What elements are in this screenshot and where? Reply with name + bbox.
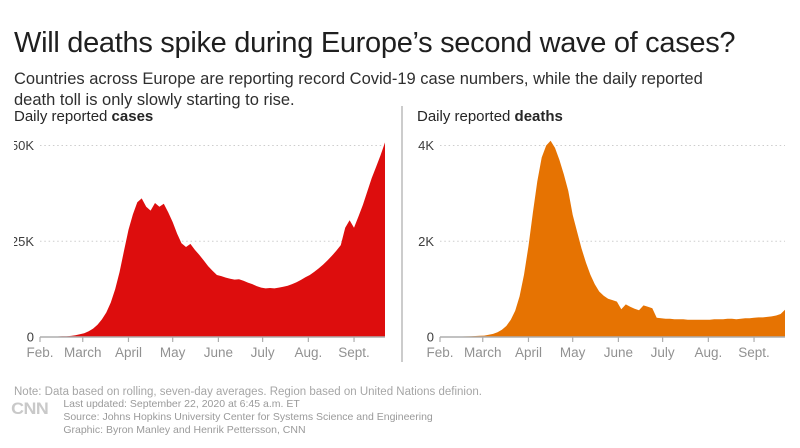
x-tick-label-March: March [64, 345, 102, 360]
page-subtitle: Countries across Europe are reporting re… [14, 69, 703, 109]
y-tick-label-25K: 25K [14, 234, 34, 249]
deaths-chart-title-bold: deaths [514, 108, 563, 125]
x-tick-label-July: July [651, 345, 675, 360]
x-tick-label-Feb.: Feb. [26, 345, 53, 360]
y-tick-label-4K: 4K [418, 138, 434, 153]
x-tick-label-March: March [464, 345, 502, 360]
deaths-area-chart: Feb. March April May June July Aug. Sept. 4K 2K 0 [418, 138, 785, 360]
y-tick-label-50K: 50K [14, 138, 34, 153]
panel-divider [401, 106, 403, 362]
graphic-credit-line: Graphic: Byron Manley and Henrik Petters… [63, 424, 306, 436]
x-tick-label-June: June [204, 345, 233, 360]
x-tick-label-May: May [160, 345, 186, 360]
y-tick-label-2K: 2K [418, 234, 434, 249]
x-tick-label-June: June [604, 345, 633, 360]
cases-chart-title-bold: cases [111, 108, 154, 125]
cases-chart-title-regular: Daily reported [14, 108, 112, 125]
cases-area-series [40, 142, 385, 337]
source-line: Source: Johns Hopkins University Center … [63, 411, 433, 423]
y-tick-label-0: 0 [427, 330, 434, 345]
last-updated-line: Last updated: September 22, 2020 at 6:45… [63, 398, 300, 410]
x-tick-label-April: April [515, 345, 542, 360]
x-tick-label-Aug.: Aug. [694, 345, 722, 360]
x-tick-label-Feb.: Feb. [426, 345, 453, 360]
cases-chart-title: Daily reported cases [14, 108, 153, 125]
x-tick-label-April: April [115, 345, 142, 360]
y-tick-label-0: 0 [27, 330, 34, 345]
deaths-area-series [440, 140, 785, 337]
x-tick-label-May: May [560, 345, 586, 360]
page-title: Will deaths spike during Europe’s second… [14, 27, 736, 60]
x-tick-label-Aug.: Aug. [294, 345, 322, 360]
x-tick-label-Sept.: Sept. [338, 345, 370, 360]
cnn-logo: CNN [11, 399, 49, 418]
deaths-chart-title-regular: Daily reported [417, 108, 515, 125]
footer: CNN Last updated: September 22, 2020 at … [11, 398, 433, 437]
credits: Last updated: September 22, 2020 at 6:45… [63, 398, 432, 437]
footnote: Note: Data based on rolling, seven-day a… [14, 385, 482, 398]
deaths-chart-title: Daily reported deaths [417, 108, 563, 125]
x-tick-label-July: July [251, 345, 275, 360]
cases-area-chart: Feb. March April May June July Aug. Sept. 50K 25K… [14, 138, 385, 360]
x-tick-label-Sept.: Sept. [738, 345, 770, 360]
